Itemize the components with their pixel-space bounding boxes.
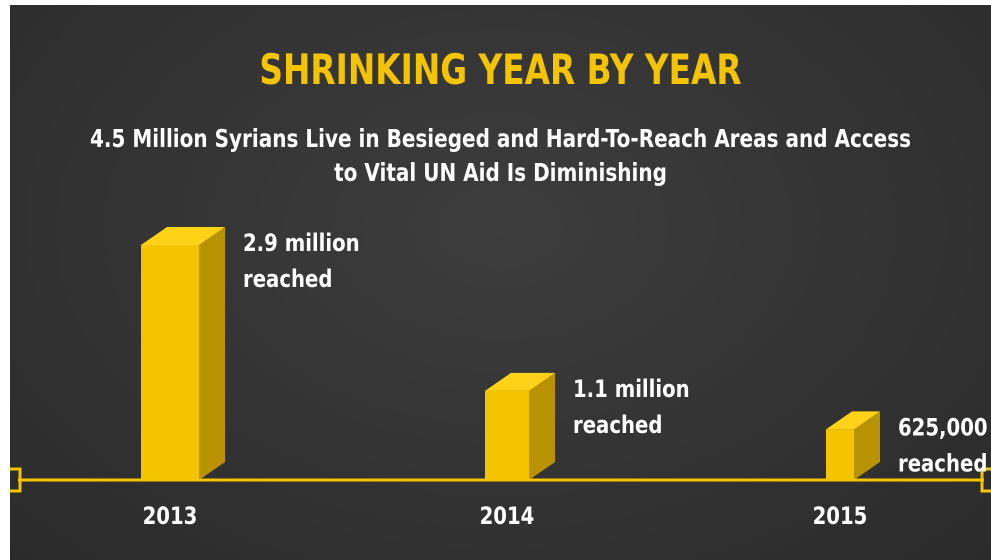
data-label-2013-line2: reached — [243, 266, 332, 293]
year-label-2013: 2013 — [143, 503, 198, 530]
year-label-2015: 2015 — [813, 503, 868, 530]
bar-2015 — [826, 429, 854, 480]
timeline-end-cap — [980, 467, 991, 493]
bar-2013 — [141, 245, 199, 480]
chart-title: SHRINKING YEAR BY YEAR — [259, 45, 742, 94]
chart-subtitle: 4.5 Million Syrians Live in Besieged and… — [89, 124, 912, 187]
bar-2014 — [485, 390, 529, 480]
data-label-2015-line2: reached — [898, 451, 987, 478]
bar-top-2013 — [141, 227, 225, 245]
bar-side-2015 — [854, 411, 880, 480]
bar-side-2013 — [199, 227, 225, 480]
year-label-2014: 2014 — [480, 503, 535, 530]
data-label-2014-line1: 1.1 million — [573, 376, 690, 403]
data-label-2014-line2: reached — [573, 412, 662, 439]
bar-top-2015 — [826, 411, 880, 430]
data-label-2015-line1: 625,000 — [898, 415, 988, 442]
infographic-panel: SHRINKING YEAR BY YEAR 4.5 Million Syria… — [10, 5, 991, 560]
bar-top-2014 — [485, 372, 555, 391]
timeline-start-cap — [10, 467, 22, 493]
timeline-axis — [10, 467, 991, 493]
bar-side-2014 — [529, 372, 555, 480]
bar-chart: 2013 2.9 million reached 2014 1.1 million rea… — [10, 227, 991, 531]
data-label-2013-line1: 2.9 million — [243, 230, 360, 257]
bars-group — [141, 227, 880, 480]
labels-group: 2013 2.9 million reached 2014 1.1 million rea… — [143, 230, 988, 530]
